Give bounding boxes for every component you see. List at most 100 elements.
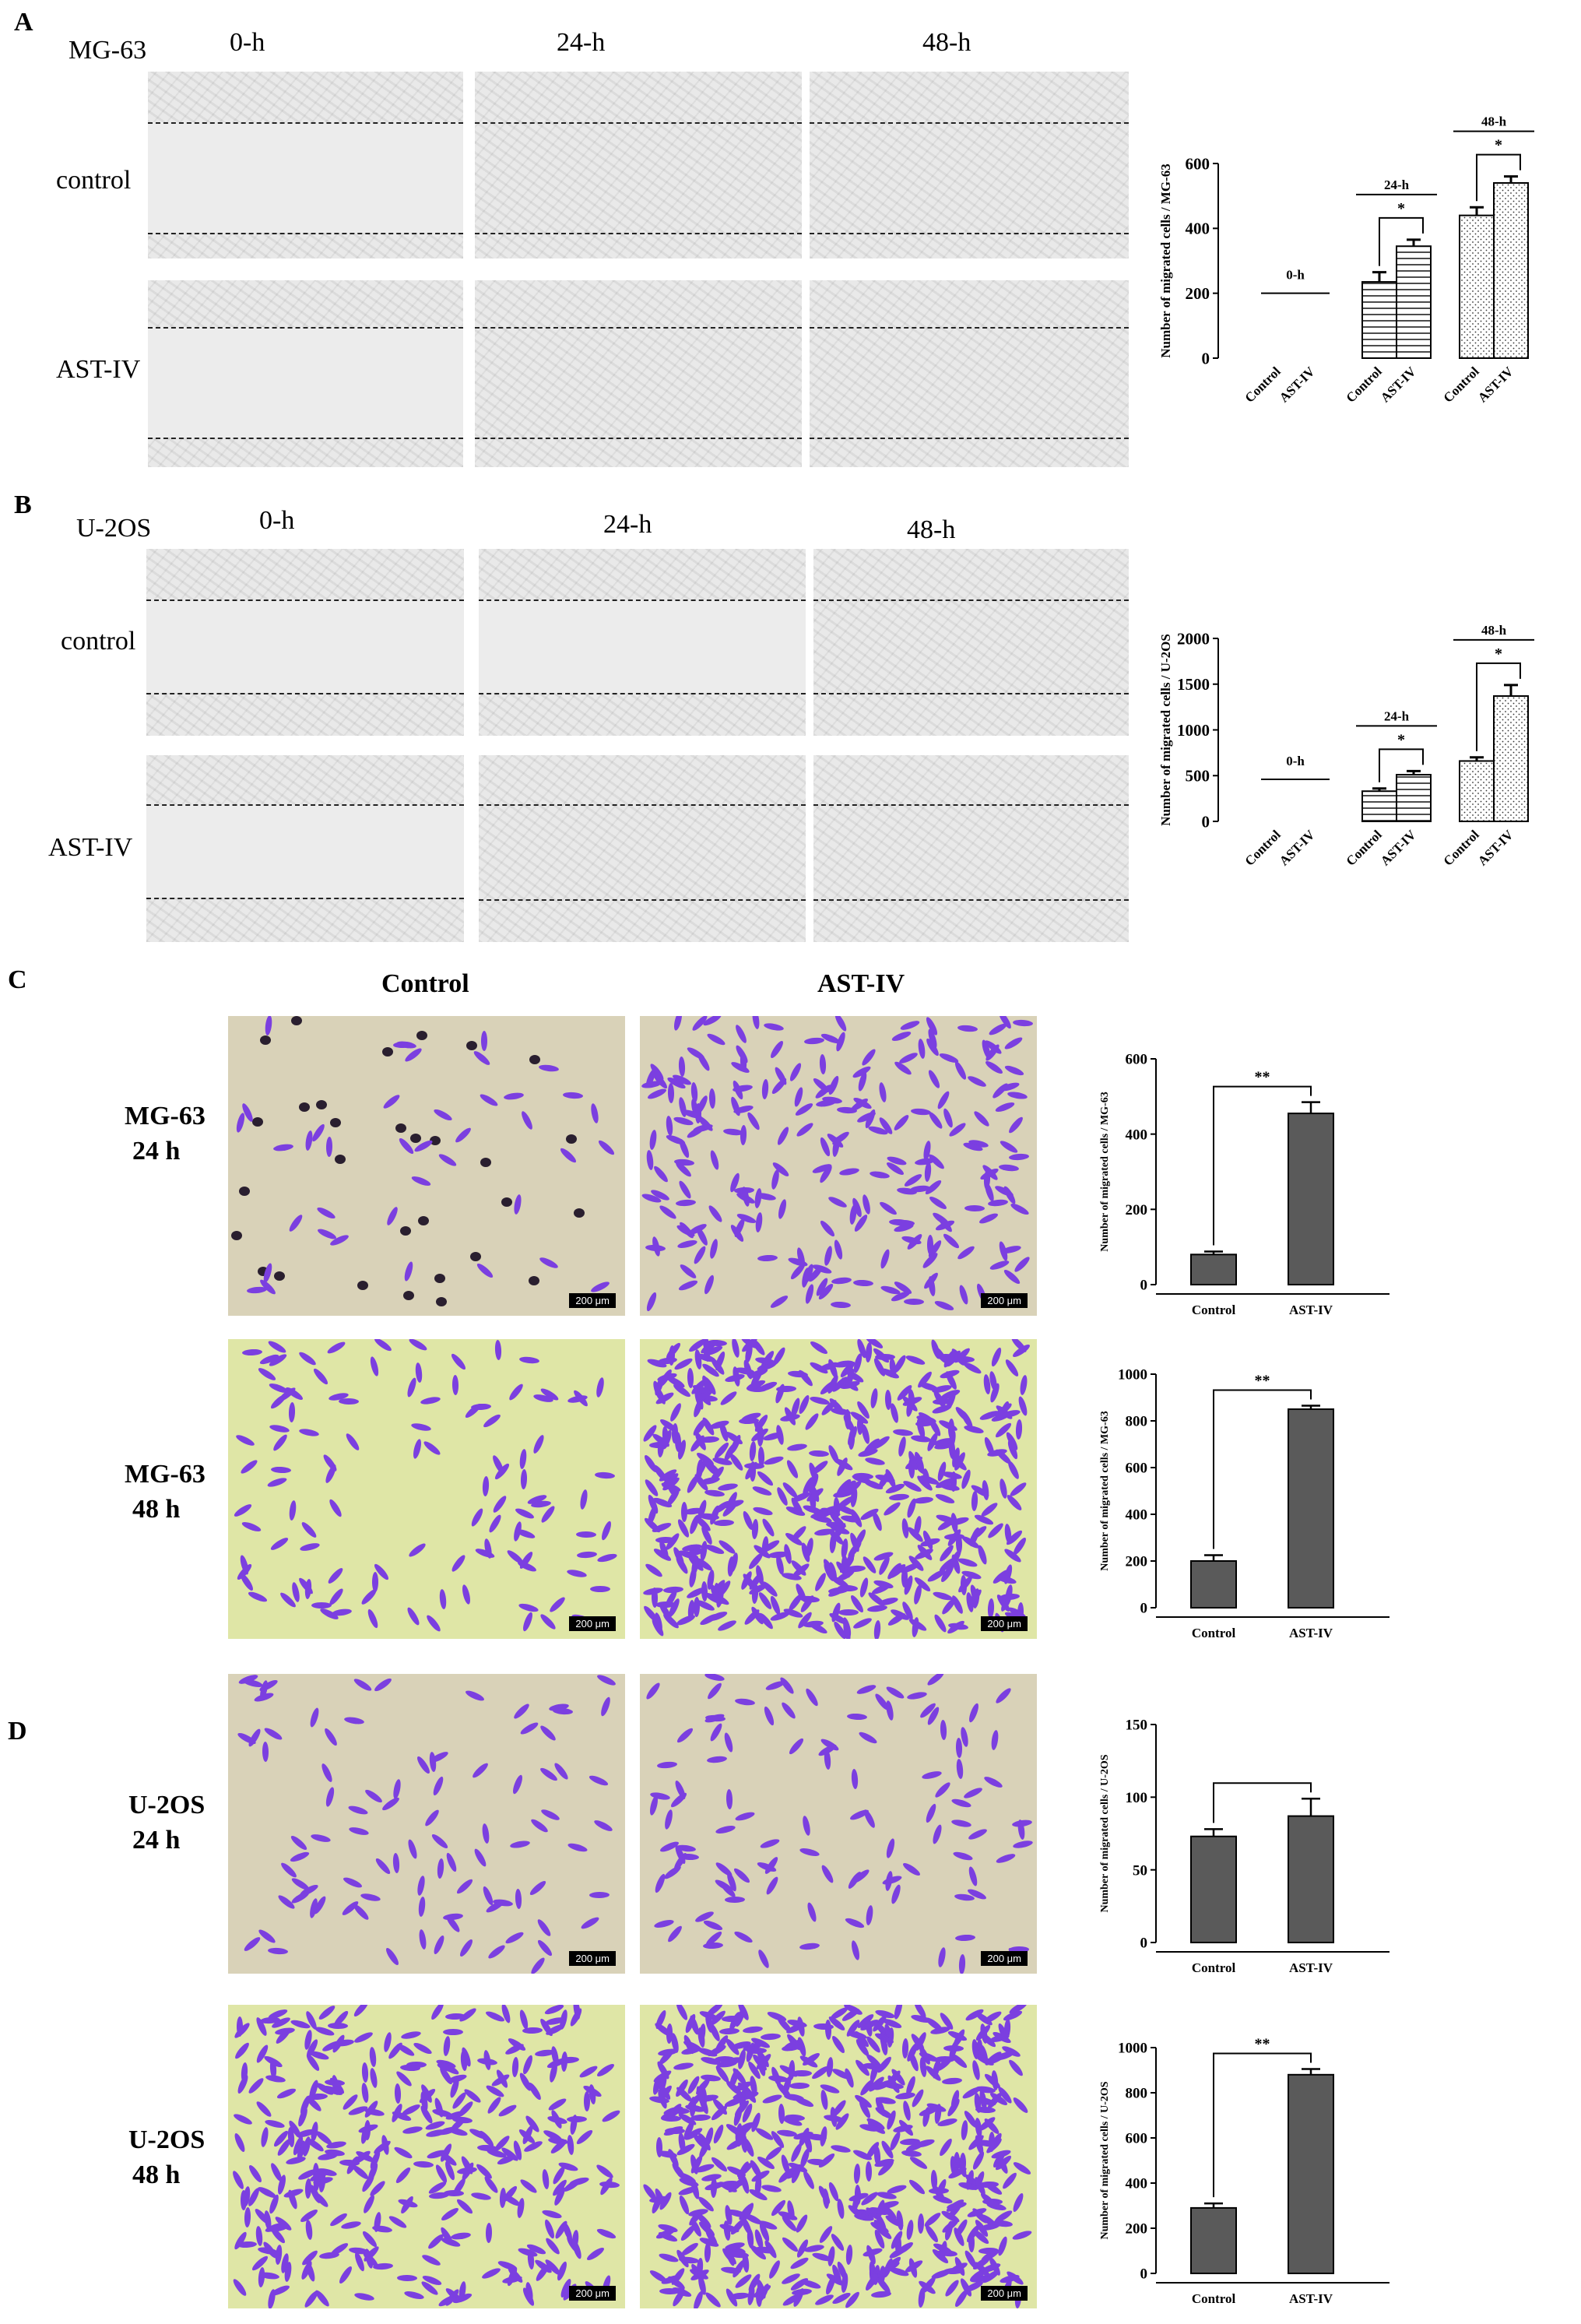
cell-blob [830, 1300, 851, 1309]
cell-blob [408, 1339, 429, 1353]
cell-blob [781, 2043, 803, 2053]
cell-blob [673, 1779, 688, 1801]
cell-blob [342, 1876, 364, 1890]
cell-blob [234, 1433, 256, 1448]
cell-blob [800, 1815, 812, 1837]
debris-blob [470, 1251, 482, 1261]
cell-blob [664, 2128, 685, 2135]
cell-blob [713, 1519, 735, 1527]
cell-blob [579, 1915, 601, 1932]
cell-blob [656, 1760, 678, 1770]
cell-blob [885, 1684, 906, 1700]
scale-bar: 200 μm [569, 1616, 616, 1631]
cell-blob [921, 2106, 932, 2128]
y-tick-label: 50 [1133, 1862, 1147, 1879]
cell-blob [574, 2128, 595, 2146]
y-tick-label: 0 [1140, 1601, 1148, 1617]
cell-blob [751, 1016, 761, 1030]
cell-blob [402, 2125, 423, 2136]
y-tick-label: 600 [1126, 1052, 1148, 1068]
cell-blob [469, 1507, 485, 1528]
cell-blob [871, 1510, 884, 1532]
cell-blob [324, 1786, 336, 1808]
cell-blob [395, 1040, 417, 1050]
cell-blob [450, 2231, 472, 2241]
cell-blob [429, 2005, 446, 2022]
cell-blob [230, 2169, 246, 2191]
cell-blob [905, 1497, 918, 1519]
cell-blob [808, 1450, 829, 1458]
chart-c2-transwell-mg63-48h: 0 200 400 600 800 1000 Number of migrated cell… [1099, 1367, 1390, 1640]
significance-bracket [1213, 1389, 1312, 1549]
cell-blob [678, 1056, 686, 1077]
cell-blob [351, 1902, 371, 1921]
cell-blob [706, 1755, 728, 1764]
cell-blob [1011, 2192, 1026, 2213]
cell-blob [365, 1608, 380, 1630]
cell-blob [760, 1517, 777, 1538]
cell-blob [595, 1376, 606, 1398]
debris-blob [416, 1030, 428, 1040]
cell-blob [583, 2091, 590, 2112]
panel-letter-c: C [8, 965, 27, 994]
chart-d1-transwell-u2os-24h: 0 50 100 150 Number of migrated cells / U-2O… [1099, 1718, 1390, 1975]
cell-blob [566, 1568, 588, 1579]
cell-blob [536, 1938, 554, 1958]
cell-blob [269, 1423, 290, 1434]
cell-blob [1010, 2096, 1030, 2115]
cell-blob [392, 1852, 400, 1873]
cell-blob [353, 2291, 375, 2302]
cell-blob [317, 2005, 337, 2022]
cell-blob [964, 1204, 985, 1212]
cell-blob [438, 1588, 448, 1610]
cell-blob [777, 1198, 789, 1220]
cell-blob [322, 1726, 339, 1747]
cell-blob [567, 1841, 588, 1854]
cell-blob [865, 2161, 873, 2182]
cell-blob [799, 1942, 820, 1951]
cell-blob [1018, 1374, 1028, 1396]
cell-blob [824, 2019, 831, 2041]
cell-blob [241, 1348, 263, 1356]
cell-blob [789, 2082, 810, 2090]
group-label-0-h: 0-h [1286, 268, 1305, 283]
cell-blob [437, 1151, 458, 1169]
debris-blob [466, 1040, 477, 1050]
cell-blob [645, 1291, 659, 1313]
debris-blob [231, 1231, 243, 1241]
cell-blob [406, 1376, 419, 1398]
cell-blob [360, 2083, 371, 2104]
cell-blob [412, 1438, 423, 1460]
cell-blob [733, 1023, 749, 1045]
cell-blob [430, 1832, 450, 1851]
cell-blob [384, 1946, 401, 1967]
x-tick-label-control: Control [1192, 1303, 1236, 1317]
cell-blob [1003, 1064, 1025, 1078]
time-header-a-48h: 48-h [922, 28, 971, 57]
cell-blob [983, 1059, 1004, 1076]
cell-blob [926, 1674, 946, 1688]
bar-ast-iv [1288, 1408, 1334, 1609]
cell-blob [905, 1354, 926, 1367]
cell-blob [329, 2241, 350, 2258]
cell-blob [808, 1339, 829, 1356]
scale-bar: 200 μm [569, 1293, 616, 1308]
cell-blob [971, 1490, 979, 1511]
cell-blob [400, 2064, 421, 2072]
debris-blob [402, 1290, 414, 1300]
cell-blob [927, 1194, 948, 1211]
cell-blob [950, 1818, 972, 1829]
cell-blob [233, 2132, 248, 2153]
cell-blob [518, 1720, 539, 1736]
cell-blob [313, 2288, 332, 2308]
cell-blob [761, 1078, 770, 1100]
cell-blob [594, 1471, 616, 1480]
cell-blob [998, 1163, 1019, 1173]
cell-blob [394, 2165, 413, 2185]
cell-blob [456, 2166, 478, 2175]
cell-blob [241, 1520, 262, 1534]
cell-blob [519, 1110, 535, 1131]
y-tick-label: 400 [1126, 1127, 1148, 1143]
cell-blob [767, 2259, 782, 2280]
cell-blob [674, 2005, 690, 2022]
